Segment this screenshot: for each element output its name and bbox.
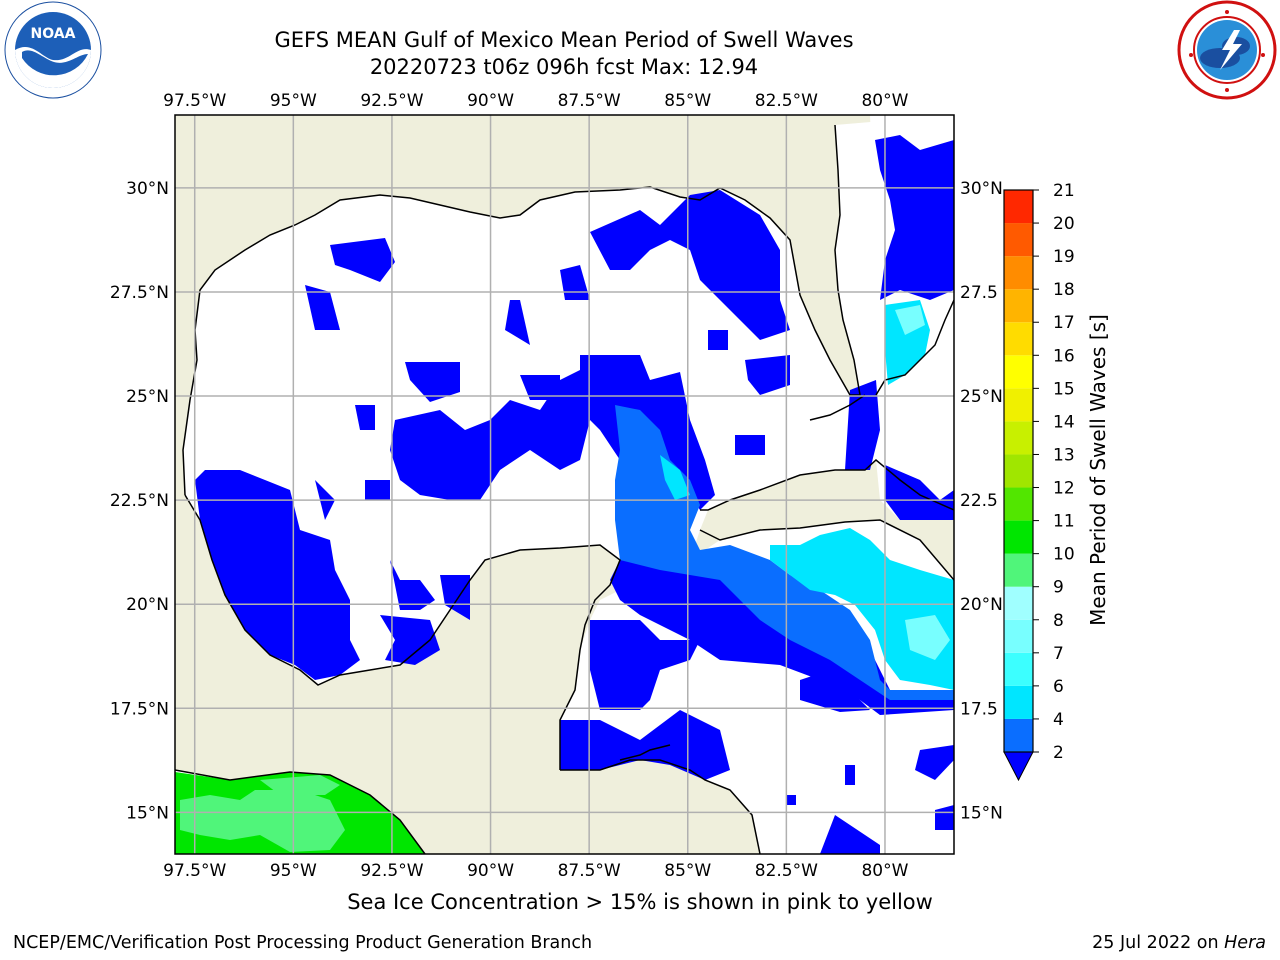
chart-title: GEFS MEAN Gulf of Mexico Mean Period of … (274, 28, 854, 52)
lat-tick-label-right: 17.5 (960, 699, 998, 719)
colorbar-tick-label: 4 (1053, 710, 1064, 730)
nws-logo-icon (1177, 0, 1277, 100)
colorbar-box (1004, 718, 1033, 752)
colorbar-tick-label: 16 (1053, 346, 1075, 366)
map-frame (174, 114, 955, 855)
footer-credit: NCEP/EMC/Verification Post Processing Pr… (13, 933, 593, 953)
footer-date-text: 25 Jul 2022 on (1092, 933, 1225, 953)
lon-tick-label: 95°W (270, 861, 317, 881)
colorbar-tick-label: 7 (1053, 644, 1064, 664)
colorbar-tick-label: 2 (1053, 743, 1064, 763)
lon-tick-label: 97.5°W (163, 861, 226, 881)
footer-host: Hera (1224, 933, 1266, 953)
lon-tick-label: 97.5°W (163, 91, 226, 111)
chart-subtitle-forecast: 20220723 t06z 096h fcst Max: 12.94 (369, 55, 759, 79)
colorbar-box (1004, 355, 1033, 389)
colorbar-tick-label: 6 (1053, 677, 1064, 697)
colorbar-box (1004, 487, 1033, 521)
colorbar-frame (1003, 189, 1034, 753)
colorbar-tick-label: 12 (1053, 479, 1075, 499)
colorbar-box (1004, 223, 1033, 257)
coastline (175, 124, 954, 854)
swell-field-6-8 (895, 305, 950, 660)
lat-tick-label-left: 22.5°N (110, 491, 169, 511)
colorbar-box (1004, 190, 1033, 224)
lat-tick-label-right: 27.5 (960, 283, 998, 303)
lat-tick-label-left: 27.5°N (110, 283, 169, 303)
lon-tick-label: 80°W (861, 861, 908, 881)
colorbar-box (1004, 256, 1033, 290)
lon-tick-label: 85°W (664, 861, 711, 881)
colorbar-box (1004, 421, 1033, 455)
colorbar-tick-label: 20 (1053, 214, 1075, 234)
graticule (175, 115, 954, 854)
colorbar-tick-label: 13 (1053, 445, 1075, 465)
lon-tick-label: 90°W (467, 91, 514, 111)
colorbar-extend-min (1003, 751, 1034, 782)
colorbar-ticks: 2 4 6 7 8 9 10 11 12 13 14 15 16 17 18 19 20 21 (1033, 181, 1075, 763)
noaa-logo-icon: NOAA (4, 1, 102, 99)
colorbar-box (1004, 652, 1033, 686)
lon-tick-label: 82.5°W (755, 91, 818, 111)
lat-tick-label-right: 22.5 (960, 491, 998, 511)
colorbar-label: Mean Period of Swell Waves [s] (1086, 314, 1110, 626)
colorbar-box (1004, 685, 1033, 719)
colorbar-tick-label: 19 (1053, 247, 1075, 267)
lon-tick-label: 92.5°W (360, 91, 423, 111)
colorbar-box (1004, 454, 1033, 488)
lon-tick-label: 90°W (467, 861, 514, 881)
colorbar-box (1004, 388, 1033, 422)
footer-date: 25 Jul 2022 on Hera (1092, 933, 1266, 953)
colorbar-box (1004, 322, 1033, 356)
lon-tick-label: 87.5°W (558, 861, 621, 881)
lat-labels-right: 30°N 27.5 25°N 22.5 20°N 17.5 15°N (960, 179, 1003, 824)
lat-tick-label-left: 15°N (126, 803, 169, 823)
lon-tick-label: 95°W (270, 91, 317, 111)
lat-tick-label-left: 30°N (126, 179, 169, 199)
colorbar-box (1004, 619, 1033, 653)
lon-tick-label: 85°W (664, 91, 711, 111)
lon-tick-label: 92.5°W (360, 861, 423, 881)
lat-tick-label-right: 30°N (960, 179, 1003, 199)
colorbar-tick-label: 11 (1053, 512, 1075, 532)
lon-labels-bottom: 97.5°W 95°W 92.5°W 90°W 87.5°W 85°W 82.5°W 80°W (163, 861, 908, 881)
colorbar-tick-label: 17 (1053, 313, 1075, 333)
lon-tick-label: 82.5°W (755, 861, 818, 881)
lat-labels-left: 30°N 27.5°N 25°N 22.5°N 20°N 17.5°N 15°N (110, 179, 169, 824)
colorbar-tick-label: 18 (1053, 280, 1075, 300)
lon-tick-label: 80°W (861, 91, 908, 111)
colorbar-box (1004, 289, 1033, 323)
lon-labels-top: 97.5°W 95°W 92.5°W 90°W 87.5°W 85°W 82.5°W 80°W (163, 91, 908, 111)
noaa-logo-text: NOAA (31, 26, 76, 42)
swell-field-2-4 (615, 405, 954, 700)
sea-ice-note: Sea Ice Concentration > 15% is shown in … (347, 890, 933, 914)
colorbar-box (1004, 586, 1033, 620)
colorbar-tick-label: 14 (1053, 412, 1075, 432)
colorbar-boxes (1003, 189, 1034, 782)
colorbar-tick-label: 21 (1053, 181, 1075, 201)
lon-tick-label: 87.5°W (558, 91, 621, 111)
lat-tick-label-right: 20°N (960, 595, 1003, 615)
lat-tick-label-left: 25°N (126, 387, 169, 407)
colorbar-tick-label: 15 (1053, 379, 1075, 399)
lat-tick-label-left: 20°N (126, 595, 169, 615)
colorbar-tick-label: 8 (1053, 611, 1064, 631)
lat-tick-label-right: 25°N (960, 387, 1003, 407)
colorbar-box (1004, 553, 1033, 587)
lat-tick-label-left: 17.5°N (110, 699, 169, 719)
lat-tick-label-right: 15°N (960, 803, 1003, 823)
colorbar-tick-label: 10 (1053, 545, 1075, 565)
colorbar-tick-label: 9 (1053, 578, 1064, 598)
colorbar-box (1004, 520, 1033, 554)
